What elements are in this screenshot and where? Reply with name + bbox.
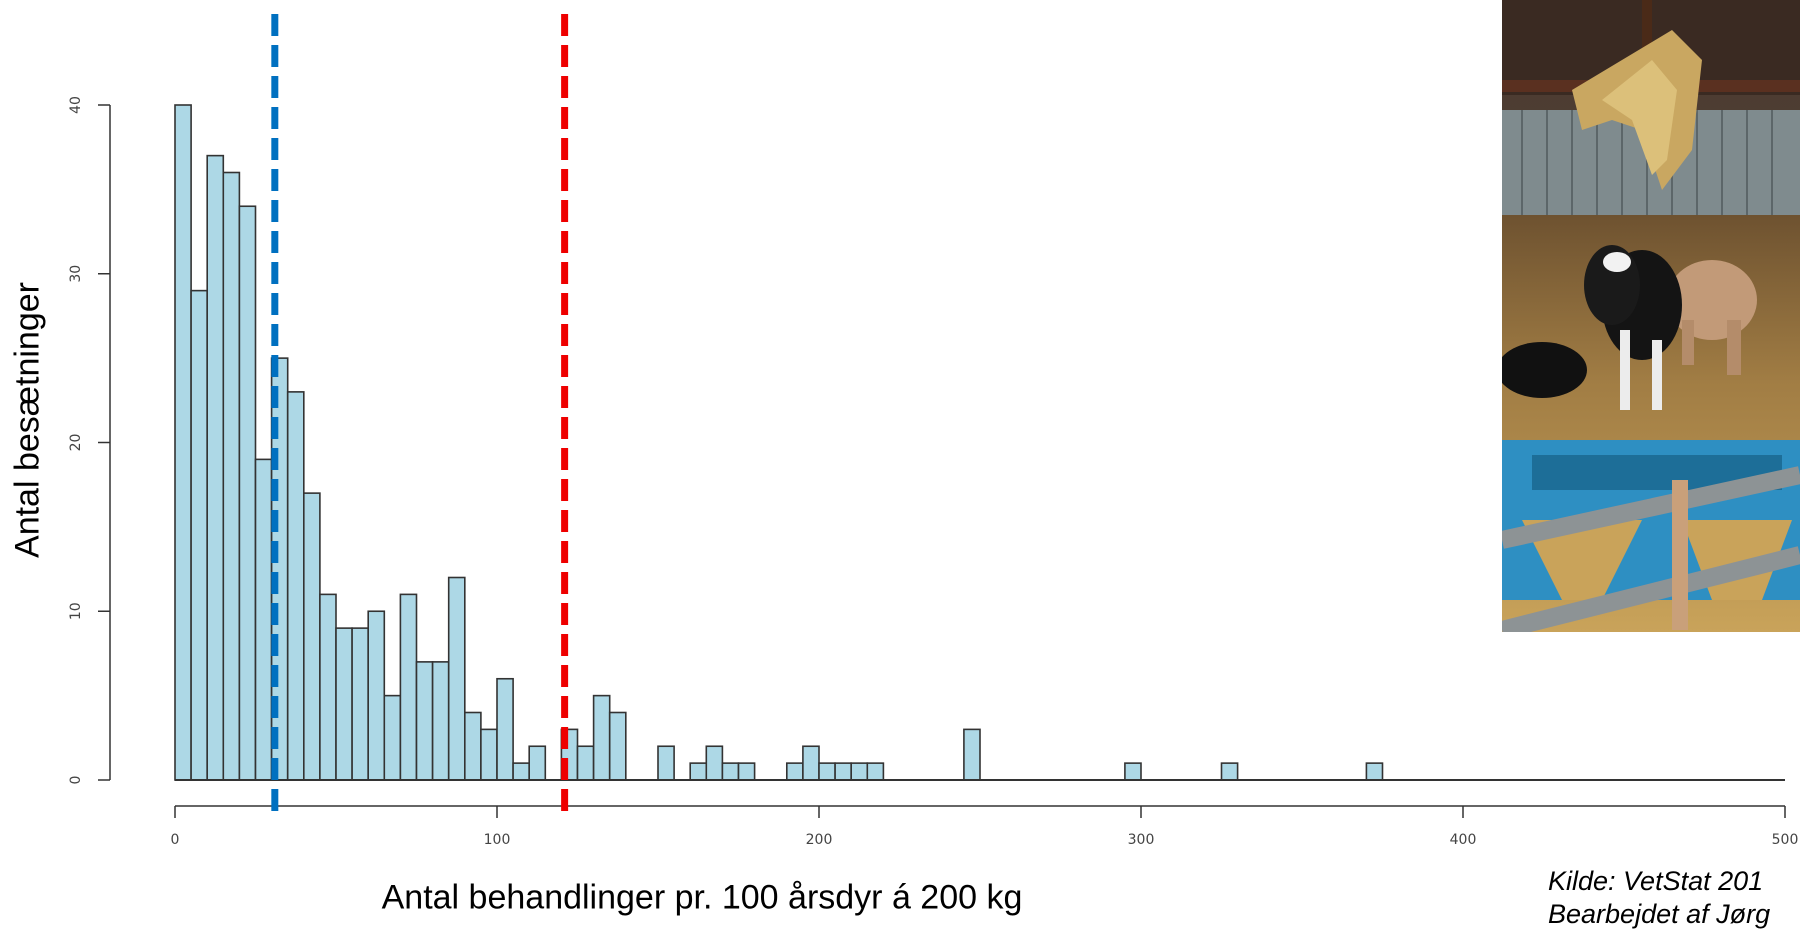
histogram-bar bbox=[1365, 762, 1384, 781]
histogram-bar bbox=[286, 391, 305, 781]
histogram-bar bbox=[850, 762, 869, 781]
x-tick-label: 0 bbox=[171, 832, 180, 848]
histogram-bar bbox=[818, 762, 836, 781]
histogram-bar bbox=[399, 593, 418, 781]
histogram-bar bbox=[206, 154, 225, 781]
histogram-bar bbox=[222, 171, 241, 781]
y-tick-label: 40 bbox=[68, 96, 84, 114]
reference-lines bbox=[271, 14, 569, 815]
histogram-bar bbox=[238, 205, 257, 781]
histogram-bar bbox=[689, 762, 708, 781]
histogram-bar bbox=[254, 458, 273, 781]
y-tick-label: 20 bbox=[68, 434, 84, 452]
histogram-bar bbox=[174, 104, 192, 781]
histogram-bar bbox=[447, 576, 466, 781]
histogram-bar bbox=[608, 711, 627, 781]
histogram-bar bbox=[866, 762, 885, 781]
histogram-bar bbox=[592, 694, 611, 781]
histogram-bar bbox=[415, 661, 434, 781]
x-tick-label: 100 bbox=[484, 832, 511, 848]
x-tick-label: 300 bbox=[1128, 832, 1155, 848]
histogram-bar bbox=[705, 745, 724, 781]
histogram-bar bbox=[496, 677, 514, 781]
histogram-bar bbox=[463, 711, 482, 781]
x-axis-label: Antal behandlinger pr. 100 årsdyr á 200 … bbox=[381, 878, 1023, 917]
x-tick-label: 400 bbox=[1450, 832, 1477, 848]
histogram-bar bbox=[785, 762, 804, 781]
histogram-bar bbox=[528, 745, 547, 781]
histogram-bar bbox=[657, 745, 675, 781]
calves-in-straw-barn-photo bbox=[1502, 0, 1800, 632]
histogram-bar bbox=[480, 728, 498, 781]
y-axis-label: Antal besætninger bbox=[8, 282, 47, 558]
histogram-bar bbox=[721, 762, 740, 781]
source-note: Kilde: VetStat 201 Bearbejdet af Jørg bbox=[1548, 865, 1770, 931]
source-line-2: Bearbejdet af Jørg bbox=[1548, 899, 1771, 929]
y-tick-label: 10 bbox=[68, 602, 84, 620]
x-tick-label: 500 bbox=[1772, 832, 1799, 848]
histogram-bar bbox=[1220, 762, 1239, 781]
histogram-bar bbox=[335, 627, 353, 781]
histogram-bar bbox=[190, 289, 209, 781]
source-line-1: Kilde: VetStat 201 bbox=[1548, 866, 1764, 896]
histogram-bars bbox=[174, 104, 1384, 781]
histogram-bar bbox=[351, 627, 370, 781]
histogram-bar bbox=[319, 593, 337, 781]
x-tick-label: 200 bbox=[806, 832, 833, 848]
calves-photo bbox=[1502, 0, 1800, 632]
y-tick-label: 30 bbox=[68, 265, 84, 283]
histogram-bar bbox=[834, 762, 852, 781]
histogram-bar bbox=[383, 694, 402, 781]
histogram-bar bbox=[802, 745, 820, 781]
histogram-bar bbox=[737, 762, 756, 781]
histogram-bar bbox=[1124, 762, 1142, 781]
histogram-bar bbox=[963, 728, 981, 781]
histogram-bar bbox=[512, 762, 530, 781]
y-tick-label: 0 bbox=[68, 776, 84, 785]
histogram-bar bbox=[576, 745, 595, 781]
axes bbox=[98, 104, 1786, 818]
histogram-bar bbox=[367, 610, 386, 781]
histogram-bar bbox=[431, 661, 450, 781]
histogram-bar bbox=[302, 492, 321, 781]
